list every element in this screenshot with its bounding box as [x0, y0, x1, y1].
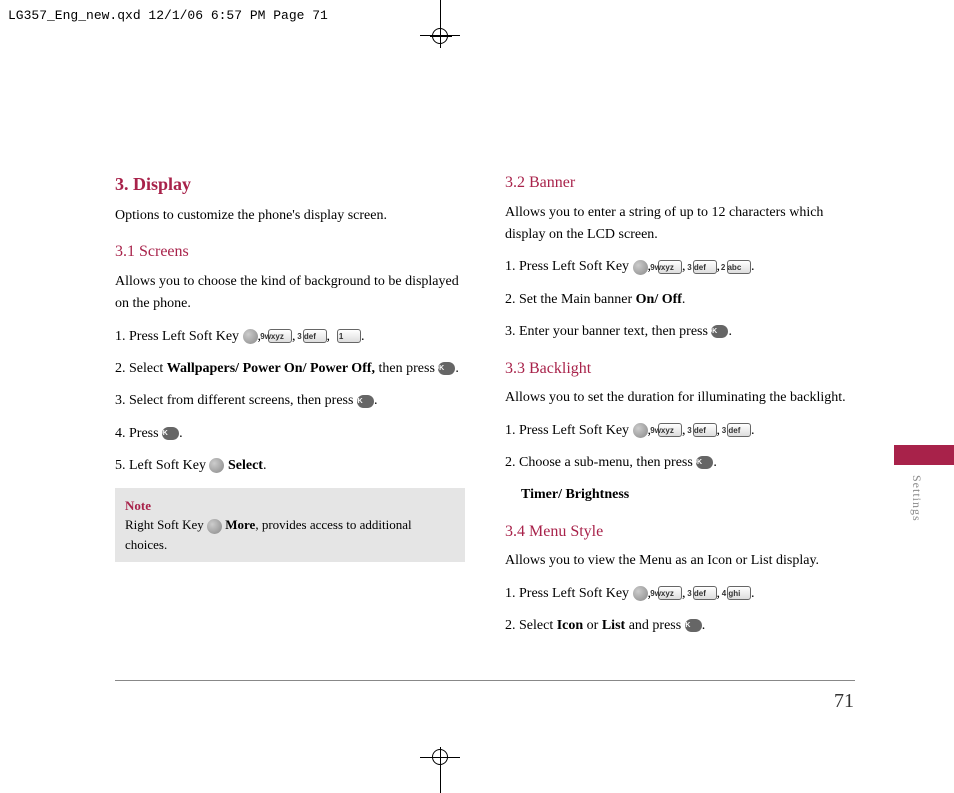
- menu-step-1: 1. Press Left Soft Key , 9wxyz, 3 def, 4…: [505, 583, 855, 605]
- key-3: 3 def: [693, 423, 717, 437]
- heading-display: 3. Display: [115, 170, 465, 199]
- ok-key-icon: OK: [685, 619, 702, 632]
- bold-text: List: [602, 618, 625, 633]
- heading-menu-style: 3.4 Menu Style: [505, 519, 855, 545]
- side-label: Settings: [909, 475, 924, 522]
- banner-step-3: 3. Enter your banner text, then press OK…: [505, 321, 855, 343]
- softkey-icon: [633, 586, 648, 601]
- registration-mark-top: [432, 28, 448, 44]
- step-text: or: [583, 618, 602, 633]
- side-tab: [894, 445, 954, 465]
- step-text: 1. Press Left Soft Key: [505, 259, 633, 274]
- registration-mark-bottom: [432, 749, 448, 765]
- step-text: 3. Enter your banner text, then press: [505, 324, 711, 339]
- step-text: 1. Press Left Soft Key: [505, 586, 633, 601]
- step-text: 5. Left Soft Key: [115, 458, 209, 473]
- heading-screens: 3.1 Screens: [115, 239, 465, 265]
- banner-step-1: 1. Press Left Soft Key , 9wxyz, 3 def, 2…: [505, 256, 855, 278]
- key-1: 1: [337, 329, 361, 343]
- step-text: 2. Select: [115, 361, 167, 376]
- key-3: 3 def: [693, 586, 717, 600]
- backlight-submenu: Timer/ Brightness: [505, 484, 855, 506]
- step-text: 1. Press Left Soft Key: [505, 423, 633, 438]
- footer-rule: [115, 680, 855, 681]
- heading-banner: 3.2 Banner: [505, 170, 855, 196]
- right-column: 3.2 Banner Allows you to enter a string …: [505, 170, 855, 647]
- step-text: 2. Set the Main banner: [505, 292, 636, 307]
- backlight-step-2: 2. Choose a sub-menu, then press OK.: [505, 452, 855, 474]
- ok-key-icon: OK: [696, 456, 713, 469]
- banner-desc: Allows you to enter a string of up to 12…: [505, 202, 855, 247]
- note-title: Note: [125, 496, 455, 516]
- bold-text: More: [225, 517, 255, 532]
- step-text: 2. Select: [505, 618, 557, 633]
- key-9: 9wxyz: [658, 260, 682, 274]
- ok-key-icon: OK: [438, 362, 455, 375]
- step-text: 4. Press: [115, 426, 162, 441]
- screens-desc: Allows you to choose the kind of backgro…: [115, 271, 465, 316]
- ok-key-icon: OK: [711, 325, 728, 338]
- softkey-icon: [633, 260, 648, 275]
- menu-style-desc: Allows you to view the Menu as an Icon o…: [505, 550, 855, 572]
- key-9: 9wxyz: [658, 586, 682, 600]
- menu-step-2: 2. Select Icon or List and press OK.: [505, 615, 855, 637]
- step-text: 2. Choose a sub-menu, then press: [505, 455, 696, 470]
- bold-text: Wallpapers/ Power On/ Power Off,: [167, 361, 375, 376]
- left-column: 3. Display Options to customize the phon…: [115, 170, 465, 647]
- step-text: 1. Press Left Soft Key: [115, 329, 243, 344]
- key-3: 3 def: [303, 329, 327, 343]
- step-text: then press: [375, 361, 438, 376]
- bold-text: Icon: [557, 618, 583, 633]
- page-number: 71: [834, 690, 854, 713]
- softkey-icon: [207, 519, 222, 534]
- step-text: 3. Select from different screens, then p…: [115, 393, 357, 408]
- note-box: Note Right Soft Key More, provides acces…: [115, 488, 465, 563]
- page-content: 3. Display Options to customize the phon…: [115, 170, 855, 647]
- key-4: 4 ghi: [727, 586, 751, 600]
- note-text: Right Soft Key: [125, 517, 207, 532]
- ok-key-icon: OK: [162, 427, 179, 440]
- softkey-icon: [633, 423, 648, 438]
- step-3: 3. Select from different screens, then p…: [115, 390, 465, 412]
- ok-key-icon: OK: [357, 395, 374, 408]
- key-9: 9wxyz: [268, 329, 292, 343]
- step-2: 2. Select Wallpapers/ Power On/ Power Of…: [115, 358, 465, 380]
- step-1: 1. Press Left Soft Key , 9wxyz, 3 def, 1…: [115, 326, 465, 348]
- step-5: 5. Left Soft Key Select.: [115, 455, 465, 477]
- key-3: 3 def: [693, 260, 717, 274]
- key-2: 2 abc: [727, 260, 751, 274]
- step-text: and press: [625, 618, 685, 633]
- heading-backlight: 3.3 Backlight: [505, 356, 855, 382]
- key-9: 9wxyz: [658, 423, 682, 437]
- softkey-icon: [209, 458, 224, 473]
- step-4: 4. Press OK.: [115, 423, 465, 445]
- backlight-desc: Allows you to set the duration for illum…: [505, 387, 855, 409]
- softkey-icon: [243, 329, 258, 344]
- banner-step-2: 2. Set the Main banner On/ Off.: [505, 289, 855, 311]
- document-header: LG357_Eng_new.qxd 12/1/06 6:57 PM Page 7…: [8, 8, 328, 23]
- bold-text: Select: [228, 458, 263, 473]
- bold-text: On/ Off: [636, 292, 682, 307]
- intro-text: Options to customize the phone's display…: [115, 205, 465, 227]
- key-3b: 3 def: [727, 423, 751, 437]
- backlight-step-1: 1. Press Left Soft Key , 9wxyz, 3 def, 3…: [505, 420, 855, 442]
